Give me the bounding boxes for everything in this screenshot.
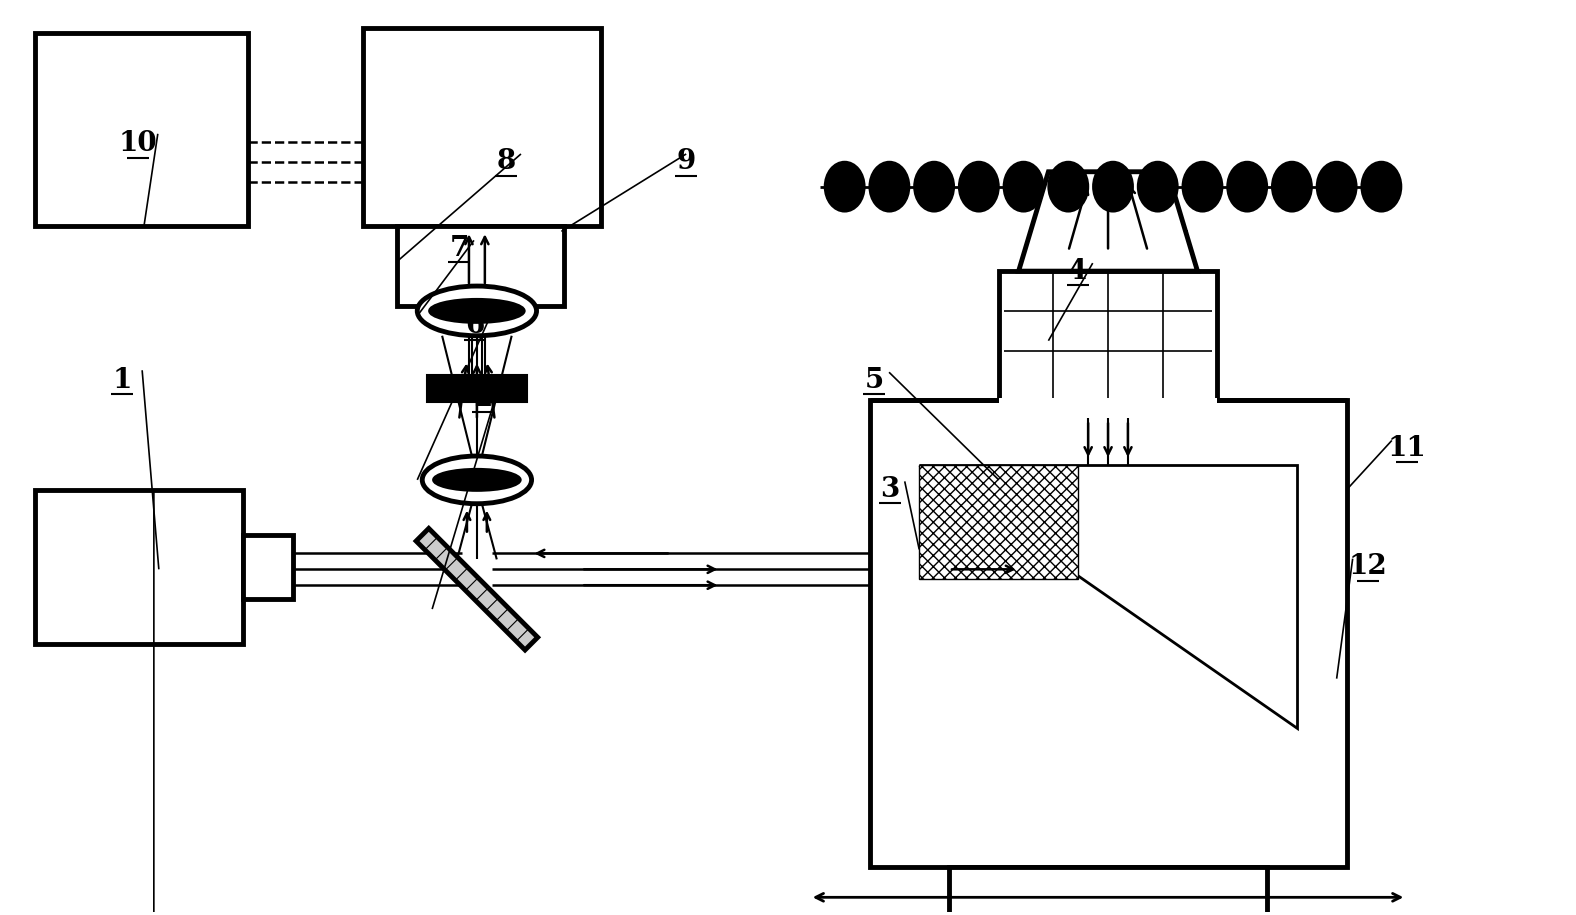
Bar (919, 465, 1078, 579)
Polygon shape (416, 528, 537, 650)
Ellipse shape (1048, 162, 1087, 211)
Text: 3: 3 (879, 476, 900, 503)
Text: 8: 8 (496, 148, 515, 176)
Polygon shape (919, 465, 1297, 728)
Text: 6: 6 (465, 312, 484, 339)
Text: 9: 9 (676, 148, 697, 176)
Bar (870, 401, 1346, 867)
Ellipse shape (1272, 162, 1311, 211)
Text: 11: 11 (1387, 435, 1426, 462)
Text: 5: 5 (865, 367, 884, 393)
Text: 7: 7 (449, 235, 468, 262)
Ellipse shape (1138, 162, 1177, 211)
Ellipse shape (958, 162, 999, 211)
Ellipse shape (1182, 162, 1223, 211)
Ellipse shape (1094, 162, 1133, 211)
Ellipse shape (914, 162, 953, 211)
Text: 2: 2 (473, 385, 492, 412)
Bar (243, 534, 293, 599)
Ellipse shape (870, 162, 909, 211)
Polygon shape (1018, 172, 1198, 271)
Bar (362, 27, 600, 226)
Bar (35, 33, 249, 226)
Bar (949, 867, 1267, 915)
Bar (35, 490, 243, 644)
Ellipse shape (1362, 162, 1401, 211)
Bar (919, 465, 1078, 579)
Text: 10: 10 (118, 130, 158, 157)
Text: 4: 4 (1069, 257, 1087, 285)
Bar (999, 271, 1217, 401)
Ellipse shape (433, 468, 520, 490)
Bar (397, 226, 564, 306)
Ellipse shape (824, 162, 865, 211)
Ellipse shape (1318, 162, 1357, 211)
Text: 1: 1 (112, 367, 132, 393)
Ellipse shape (429, 299, 525, 323)
Ellipse shape (1004, 162, 1043, 211)
Ellipse shape (422, 456, 531, 504)
Bar (427, 374, 526, 403)
Ellipse shape (418, 286, 536, 336)
Bar (999, 398, 1217, 418)
Ellipse shape (1228, 162, 1267, 211)
Text: 12: 12 (1347, 554, 1387, 580)
